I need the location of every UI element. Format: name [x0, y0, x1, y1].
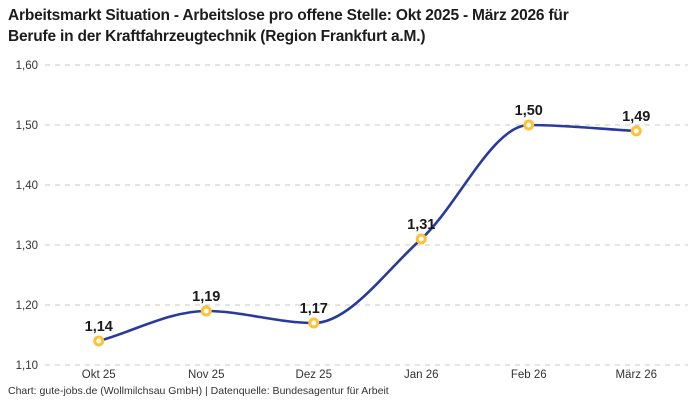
y-tick-label: 1,60: [16, 60, 38, 72]
x-tick-label: Dez 25: [296, 369, 332, 381]
data-point-marker: [93, 335, 105, 347]
data-point-marker: [630, 125, 642, 137]
data-point-label: 1,50: [515, 103, 543, 119]
line-series: [97, 123, 638, 343]
x-tick-label: Nov 25: [188, 369, 224, 381]
data-point-label: 1,19: [192, 289, 220, 305]
y-tick-label: 1,20: [16, 300, 38, 312]
data-point-label: 1,31: [407, 217, 435, 233]
x-tick-label: Feb 26: [511, 369, 547, 381]
x-tick-label: Okt 25: [82, 369, 116, 381]
data-point-marker: [415, 233, 427, 245]
data-point-marker: [523, 119, 535, 131]
data-point-label: 1,14: [85, 319, 113, 335]
chart-title: Arbeitsmarkt Situation - Arbeitslose pro…: [8, 5, 692, 47]
data-point-label: 1,49: [622, 109, 650, 125]
chart-title-line2: Berufe in der Kraftfahrzeugtechnik (Regi…: [8, 28, 426, 45]
y-tick-label: 1,10: [16, 360, 38, 372]
data-point-marker: [308, 317, 320, 329]
y-tick-label: 1,40: [16, 180, 38, 192]
y-tick-label: 1,30: [16, 240, 38, 252]
x-tick-label: März 26: [615, 369, 657, 381]
data-point-marker: [200, 305, 212, 317]
data-point-label: 1,17: [300, 301, 328, 317]
chart-title-line1: Arbeitsmarkt Situation - Arbeitslose pro…: [8, 7, 569, 24]
y-tick-label: 1,50: [16, 120, 38, 132]
x-tick-label: Jan 26: [404, 369, 439, 381]
chart-credit: Chart: gute-jobs.de (Wollmilchsau GmbH) …: [8, 385, 389, 397]
